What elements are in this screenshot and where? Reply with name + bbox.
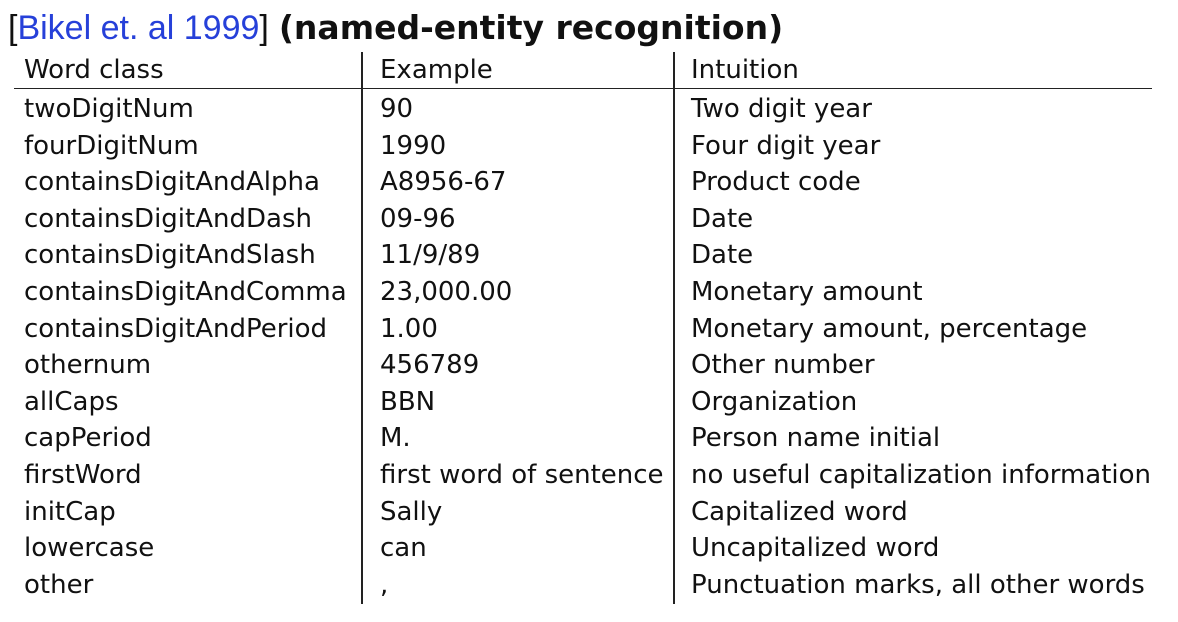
table-row: capPeriod M. Person name initial — [14, 420, 1152, 457]
example-cell: can — [380, 533, 427, 564]
table-row: initCap Sally Capitalized word — [14, 494, 1152, 531]
intuition-cell: Two digit year — [691, 94, 872, 124]
example-cell: 23,000.00 — [380, 276, 513, 307]
word-class-cell: allCaps — [24, 386, 119, 417]
example-cell: 1990 — [380, 130, 447, 161]
citation: [Bikel et. al 1999] — [8, 9, 269, 47]
word-class-cell: othernum — [24, 350, 152, 381]
intuition-cell: Organization — [691, 386, 858, 417]
title-subtitle: (named-entity recognition) — [278, 8, 784, 47]
example-cell: , — [380, 569, 389, 600]
example-cell: Sally — [380, 496, 443, 527]
intuition-cell: Uncapitalized word — [691, 533, 940, 564]
example-cell: M. — [380, 423, 411, 454]
example-cell: 11/9/89 — [380, 240, 481, 271]
example-cell: BBN — [380, 386, 436, 417]
word-class-cell: initCap — [24, 496, 116, 527]
column-divider-1 — [361, 52, 363, 604]
example-cell: 09-96 — [380, 203, 456, 234]
intuition-cell: Monetary amount, percentage — [691, 313, 1088, 344]
example-cell: first word of sentence — [380, 459, 664, 490]
citation-link[interactable]: Bikel et. al 1999 — [17, 9, 260, 47]
word-class-cell: containsDigitAndSlash — [24, 240, 316, 271]
header-word-class: Word class — [24, 55, 164, 85]
intuition-cell: Four digit year — [691, 130, 881, 161]
intuition-cell: Date — [691, 240, 754, 271]
intuition-cell: Punctuation marks, all other words — [691, 569, 1145, 600]
slide-title: [Bikel et. al 1999] (named-entity recogni… — [8, 6, 783, 50]
example-cell: 90 — [380, 94, 414, 124]
word-class-cell: capPeriod — [24, 423, 152, 454]
intuition-cell: Product code — [691, 167, 861, 198]
table-row: allCaps BBN Organization — [14, 384, 1152, 421]
intuition-cell: Capitalized word — [691, 496, 908, 527]
example-cell: A8956-67 — [380, 167, 507, 198]
table-row: fourDigitNum 1990 Four digit year — [14, 128, 1152, 165]
word-class-cell: twoDigitNum — [24, 94, 194, 124]
table-row: containsDigitAndAlpha A8956-67 Product c… — [14, 164, 1152, 201]
table-body: twoDigitNum 90 Two digit year fourDigitN… — [14, 89, 1152, 603]
intuition-cell: Person name initial — [691, 423, 941, 454]
table-row: firstWord first word of sentence no usef… — [14, 457, 1152, 494]
table-row: containsDigitAndPeriod 1.00 Monetary amo… — [14, 311, 1152, 348]
table-row: lowercase can Uncapitalized word — [14, 530, 1152, 567]
example-cell: 456789 — [380, 350, 480, 381]
word-class-cell: other — [24, 569, 94, 600]
word-class-cell: containsDigitAndComma — [24, 276, 347, 307]
header-intuition: Intuition — [691, 55, 799, 85]
intuition-cell: no useful capitalization information — [691, 459, 1152, 490]
table-row: twoDigitNum 90 Two digit year — [14, 91, 1152, 128]
table-row: othernum 456789 Other number — [14, 347, 1152, 384]
word-class-cell: containsDigitAndPeriod — [24, 313, 328, 344]
word-class-cell: containsDigitAndAlpha — [24, 167, 320, 198]
table-row: containsDigitAndComma 23,000.00 Monetary… — [14, 274, 1152, 311]
citation-bracket-close: ] — [259, 9, 269, 47]
word-class-cell: containsDigitAndDash — [24, 203, 312, 234]
word-class-cell: lowercase — [24, 533, 155, 564]
table-row: containsDigitAndDash 09-96 Date — [14, 201, 1152, 238]
intuition-cell: Monetary amount — [691, 276, 923, 307]
table-row: other , Punctuation marks, all other wor… — [14, 567, 1152, 604]
intuition-cell: Date — [691, 203, 754, 234]
word-class-cell: fourDigitNum — [24, 130, 199, 161]
table-header-row: Word class Example Intuition — [14, 52, 1152, 89]
intuition-cell: Other number — [691, 350, 875, 381]
word-class-cell: firstWord — [24, 459, 142, 490]
header-example: Example — [380, 55, 493, 85]
table-row: containsDigitAndSlash 11/9/89 Date — [14, 237, 1152, 274]
example-cell: 1.00 — [380, 313, 438, 344]
citation-bracket-open: [ — [8, 9, 18, 47]
column-divider-2 — [673, 52, 675, 604]
word-class-table: Word class Example Intuition twoDigitNum… — [14, 52, 1152, 603]
